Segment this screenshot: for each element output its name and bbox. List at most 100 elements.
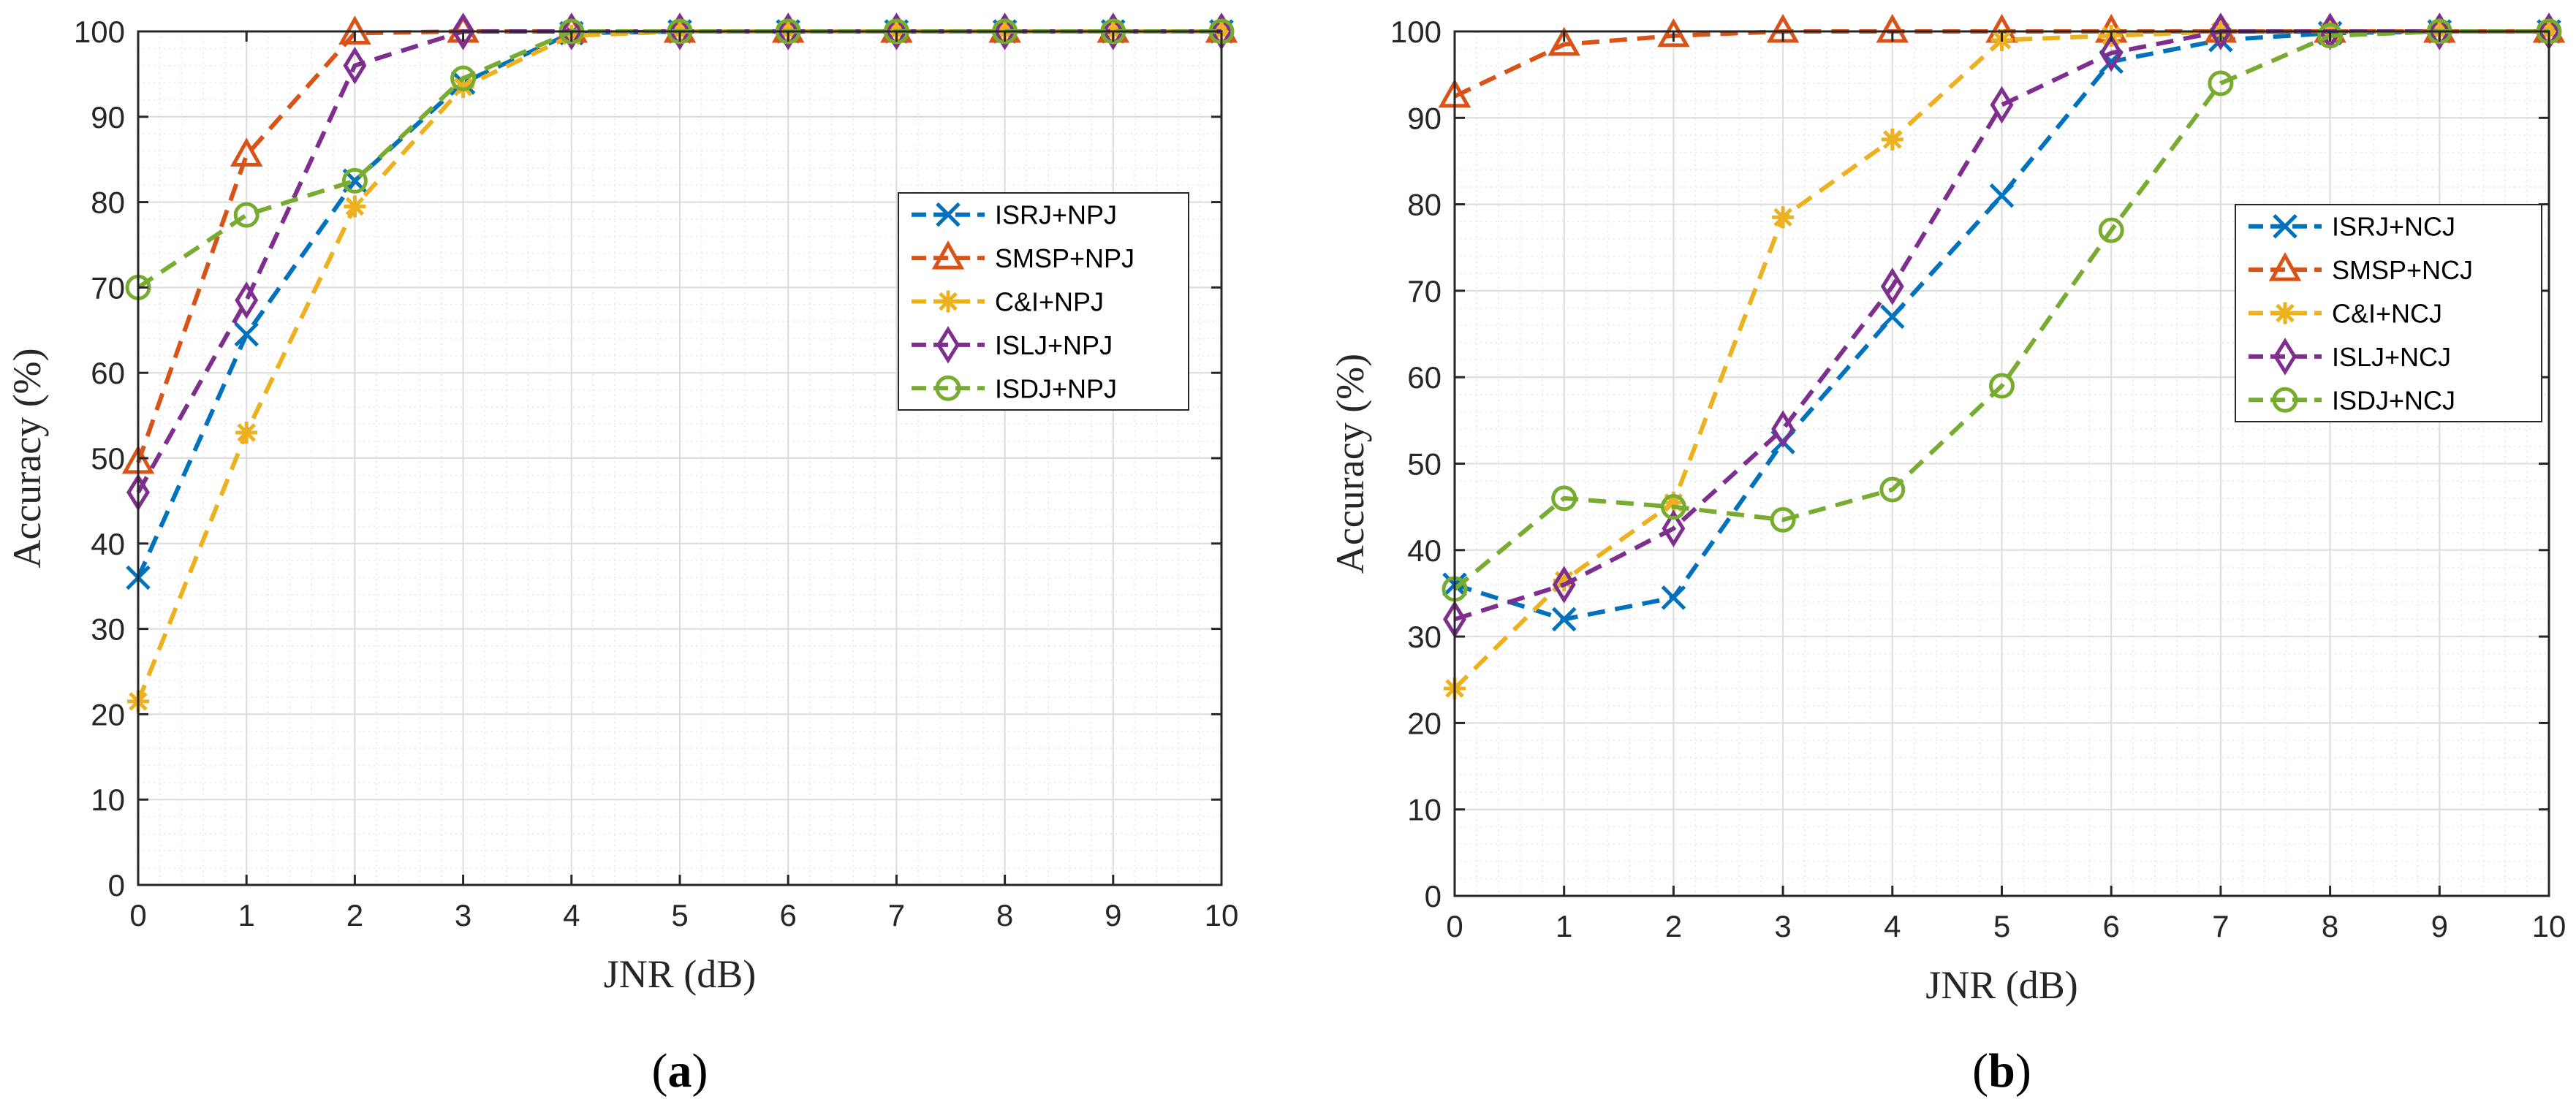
legend-item: C&I+NPJ — [912, 287, 1104, 317]
data-point — [343, 46, 367, 85]
legend-item: ISLJ+NPJ — [912, 326, 1113, 364]
y-tick-label: 40 — [1407, 533, 1442, 568]
caption-open: ( — [1972, 1044, 1988, 1098]
y-tick-label: 100 — [1390, 15, 1442, 49]
legend-label: ISLJ+NCJ — [2332, 342, 2451, 372]
y-tick-label: 20 — [1407, 706, 1442, 740]
data-point — [344, 195, 366, 218]
legend-marker — [937, 290, 959, 313]
data-point — [1548, 26, 1580, 56]
legend-label: C&I+NCJ — [2332, 299, 2442, 329]
y-tick-label: 20 — [91, 697, 125, 731]
x-tick-label: 3 — [1774, 909, 1791, 943]
legend: ISRJ+NPJ SMSP+NPJ C&I+NPJ ISLJ+NPJ ISDJ+NPJ — [898, 192, 1189, 411]
data-point — [1657, 18, 1690, 47]
data-point — [1770, 506, 1796, 533]
legend-item: ISRJ+NCJ — [2249, 212, 2455, 242]
data-point — [668, 12, 692, 50]
series-line — [1453, 29, 2549, 591]
data-point — [993, 12, 1017, 50]
panel-caption: (a) — [652, 1044, 708, 1098]
data-point — [1661, 585, 1686, 610]
legend-marker — [2268, 252, 2302, 281]
y-axis-label: Accuracy (%) — [5, 348, 49, 568]
y-tick-label: 70 — [91, 270, 125, 305]
data-point — [1662, 491, 1685, 514]
y-tick-label: 100 — [74, 15, 125, 49]
y-tick-label: 0 — [1425, 879, 1442, 913]
legend-label: SMSP+NCJ — [2332, 255, 2473, 285]
data-point — [235, 281, 259, 319]
data-point — [230, 137, 263, 167]
y-axis-label: Accuracy (%) — [1328, 354, 1372, 574]
legend-label: ISDJ+NPJ — [995, 373, 1117, 403]
data-point — [234, 322, 259, 347]
data-point — [1101, 12, 1125, 50]
legend-item: ISLJ+NCJ — [2249, 338, 2451, 376]
legend-item: ISDJ+NCJ — [2249, 385, 2455, 415]
data-point — [1879, 476, 1906, 503]
legend-item: ISRJ+NPJ — [912, 200, 1117, 230]
data-point — [1990, 85, 2014, 124]
y-tick-label: 30 — [91, 612, 125, 647]
data-point — [2099, 34, 2124, 72]
x-axis-label: JNR (dB) — [1925, 963, 2078, 1007]
legend-marker — [936, 202, 961, 227]
legend-label: ISDJ+NCJ — [2332, 385, 2455, 415]
x-tick-label: 5 — [1993, 909, 2010, 943]
y-tick-label: 90 — [91, 100, 125, 134]
data-point — [235, 421, 258, 444]
legend-item: SMSP+NCJ — [2249, 252, 2473, 285]
data-point — [233, 202, 260, 228]
legend-item: C&I+NCJ — [2249, 299, 2442, 329]
legend-marker — [2272, 387, 2298, 413]
data-point — [451, 12, 475, 50]
series-line — [136, 29, 1221, 579]
legend-marker — [2273, 338, 2297, 376]
x-tick-label: 1 — [238, 898, 255, 932]
y-tick-label: 10 — [91, 783, 125, 817]
data-point — [1880, 304, 1905, 330]
data-point — [1771, 410, 1795, 448]
legend-box — [898, 192, 1189, 411]
legend-marker — [2274, 302, 2296, 324]
legend-label: SMSP+NPJ — [995, 243, 1134, 273]
data-point — [1989, 183, 2015, 208]
caption-close: ) — [692, 1044, 708, 1098]
data-point — [1551, 607, 1577, 632]
legend-label: ISRJ+NPJ — [995, 200, 1117, 230]
data-point — [1660, 494, 1686, 520]
data-point — [776, 12, 800, 50]
data-point — [1880, 267, 1904, 305]
x-tick-label: 6 — [780, 898, 797, 932]
legend: ISRJ+NCJ SMSP+NCJ C&I+NCJ ISLJ+NCJ ISDJ+NCJ — [2235, 204, 2542, 422]
data-point — [341, 167, 368, 194]
legend-marker — [935, 375, 961, 401]
y-tick-label: 10 — [1407, 793, 1442, 827]
legend-item: SMSP+NPJ — [912, 240, 1134, 273]
data-point — [1552, 566, 1576, 604]
data-point — [884, 12, 909, 50]
y-tick-label: 50 — [91, 441, 125, 476]
legend-marker — [931, 240, 965, 270]
x-tick-label: 2 — [346, 898, 363, 932]
caption-letter: a — [668, 1044, 692, 1098]
x-tick-label: 10 — [1205, 898, 1239, 932]
minor-grid — [138, 31, 1221, 885]
legend-label: C&I+NPJ — [995, 287, 1104, 317]
x-tick-label: 4 — [1884, 909, 1901, 943]
x-tick-label: 3 — [455, 898, 471, 932]
y-tick-label: 60 — [1407, 360, 1442, 395]
y-tick-label: 90 — [1407, 101, 1442, 135]
caption-close: ) — [2015, 1044, 2031, 1098]
data-point — [2208, 12, 2232, 50]
y-tick-label: 80 — [1407, 188, 1442, 222]
data-point — [1881, 128, 1903, 151]
x-tick-label: 9 — [2431, 909, 2448, 943]
data-point — [2208, 70, 2234, 96]
y-tick-label: 0 — [108, 868, 125, 902]
data-point — [1989, 373, 2015, 399]
